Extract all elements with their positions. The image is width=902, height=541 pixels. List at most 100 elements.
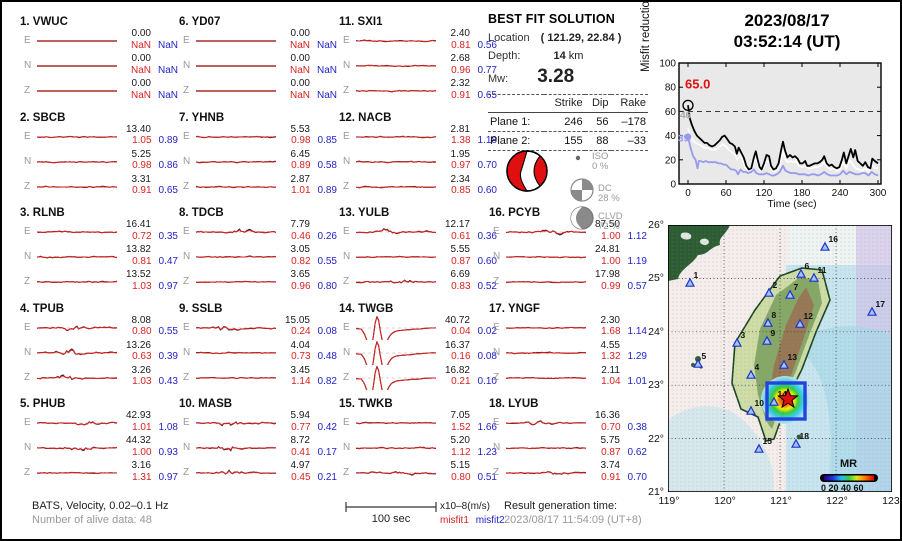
channel-label: Z [24, 276, 31, 287]
waveform-trace [356, 135, 436, 138]
misfit-legend: misfit1 misfit2 [440, 515, 505, 526]
svg-text:240: 240 [832, 188, 849, 199]
misfit2-value: 0.58 [317, 160, 337, 171]
misfit2-value: 1.18 [477, 135, 497, 146]
peak-amplitude: 0.00 [290, 53, 310, 64]
svg-text:1: 1 [694, 270, 699, 280]
misfit2-value: 0.93 [158, 446, 178, 458]
map-lat-tick: 25° [648, 272, 664, 285]
waveform-trace [356, 185, 436, 188]
waveform-row-n: N 5.25 0.98 0.86 [20, 149, 178, 174]
station-block-tdcb: 8. TDCB E 7.79 0.46 0.26 N 3.05 0.82 0.55 Z 3.65 0.… [179, 207, 337, 294]
misfit2-value: 0.08 [317, 326, 337, 337]
channel-label: N [24, 251, 32, 262]
peak-amplitude: 5.94 [290, 410, 310, 421]
waveform-values: 17.98 0.99 0.57 [585, 269, 647, 292]
waveform-values: 12.17 0.61 0.36 [435, 219, 497, 242]
channel-label: N [343, 155, 351, 167]
event-date: 2023/08/17 [744, 11, 830, 30]
misfit2-value: 1.23 [477, 446, 497, 458]
channel-label: E [343, 321, 350, 333]
misfit2-value: 0.52 [477, 280, 497, 292]
focal-mechanism-beachball [506, 150, 548, 192]
waveform-values: 0.00 NaN NaN [275, 78, 337, 101]
misfit2-value: 0.89 [317, 185, 337, 196]
misfit2-value: 0.55 [317, 255, 337, 267]
misfit2-value: 0.77 [477, 64, 497, 76]
waveform-row-n: N 2.68 0.96 0.77 [339, 53, 497, 78]
waveform-row-n: N 44.32 1.00 0.93 [20, 435, 178, 460]
waveform-values: 13.40 1.05 0.89 [116, 124, 178, 147]
mw-value: 3.28 [537, 66, 575, 87]
waveform-values: 0.00 NaN NaN [275, 28, 337, 51]
plane-table-header: Strike [544, 94, 585, 113]
misfit1-value: 0.83 [451, 280, 471, 292]
misfit2-value: 0.70 [477, 160, 497, 171]
waveform-values: 3.31 0.91 0.65 [116, 174, 178, 197]
channel-label: Z [183, 85, 190, 96]
channel-label: Z [493, 467, 500, 478]
misfit1-value: 0.73 [291, 351, 311, 362]
decomposition-icons [570, 155, 594, 230]
misfit1-value: 1.38 [451, 135, 471, 146]
waveform-row-e: E 16.36 0.70 0.38 [489, 410, 647, 435]
waveform-values: 2.34 0.85 0.60 [435, 174, 497, 197]
misfit1-value: 0.89 [291, 160, 311, 171]
channel-label: Z [343, 276, 350, 287]
misfit2-value: 1.19 [627, 255, 647, 267]
misfit1-value: 0.80 [132, 326, 152, 337]
station-title: 1. VWUC [20, 16, 68, 28]
channel-label: N [24, 442, 32, 453]
waveform-values: 5.25 0.98 0.86 [116, 149, 178, 172]
misfit1-value: 0.21 [451, 376, 471, 387]
waveform-trace [37, 280, 117, 284]
station-title: 15. TWKB [339, 398, 393, 410]
misfit2-value: 0.43 [158, 376, 178, 387]
waveform-trace [356, 255, 436, 259]
misfit2-value: 0.82 [317, 376, 337, 387]
waveform-trace [37, 255, 117, 259]
waveform-trace [356, 365, 436, 390]
misfit2-value: 0.21 [317, 471, 337, 483]
misfit1-value: 1.00 [601, 255, 621, 267]
misfit1-value: 0.81 [132, 255, 152, 267]
iso-label: ISO 0 % [592, 151, 609, 172]
misfit1-value: 0.97 [451, 160, 471, 171]
misfit1-value: 1.05 [132, 135, 152, 146]
svg-text:40: 40 [665, 131, 677, 142]
misfit1-value: 0.98 [291, 135, 311, 146]
channel-label: Z [493, 276, 500, 287]
misfit1-value: 0.91 [132, 185, 152, 196]
misfit2-value: 0.56 [477, 39, 497, 51]
dc-label: DC 28 % [598, 183, 620, 204]
channel-label: N [183, 442, 191, 453]
waveform-row-z: Z 13.52 1.03 0.97 [20, 269, 178, 294]
waveform-values: 3.45 1.14 0.82 [275, 365, 337, 388]
misfit2-legend: misfit2 [475, 515, 505, 526]
map-lat-tick: 24° [648, 325, 664, 338]
waveform-trace [37, 90, 117, 92]
waveform-values: 16.41 0.72 0.35 [116, 219, 178, 242]
waveform-values: 7.79 0.46 0.26 [275, 219, 337, 242]
channel-label: E [183, 321, 190, 333]
waveform-trace [196, 376, 276, 379]
waveform-trace [37, 471, 117, 475]
channel-label: N [24, 155, 32, 167]
station-title: 11. SXI1 [339, 16, 383, 28]
svg-text:0: 0 [670, 180, 676, 191]
waveform-values: 4.04 0.73 0.48 [275, 340, 337, 363]
map-station-17: 17 [866, 299, 885, 316]
peak-amplitude: 2.30 [600, 314, 620, 326]
channel-label: E [343, 226, 350, 237]
misfit1-value: NaN [130, 64, 151, 76]
peak-amplitude: 8.08 [131, 314, 151, 326]
waveform-values: 5.75 0.87 0.62 [585, 435, 647, 458]
waveform-values: 16.37 0.16 0.08 [435, 340, 497, 363]
misfit2-value: 0.38 [627, 421, 647, 433]
inversion-search-box [765, 381, 807, 421]
channel-label: Z [24, 371, 31, 383]
waveform-trace [37, 421, 117, 426]
map-station-13: 13 [778, 352, 797, 369]
waveform-trace [196, 40, 276, 42]
